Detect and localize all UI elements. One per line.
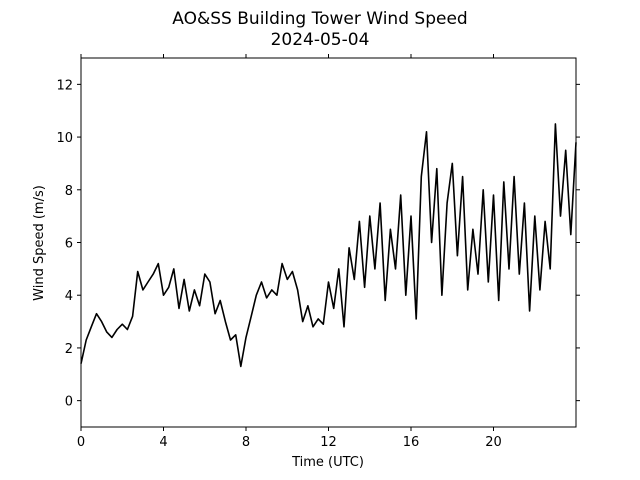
x-tick-label: 8	[242, 435, 250, 450]
plot-frame	[80, 57, 577, 428]
y-axis-label: Wind Speed (m/s)	[32, 185, 47, 301]
x-tick-label: 16	[403, 435, 420, 450]
x-tick-label: 20	[485, 435, 502, 450]
y-tick-label: 4	[65, 289, 73, 304]
y-tick-label: 8	[65, 184, 73, 199]
chart-title: AO&SS Building Tower Wind Speed	[172, 9, 467, 29]
chart-subtitle: 2024-05-04	[271, 30, 370, 50]
data-line	[80, 123, 577, 368]
x-tick-label: 0	[77, 435, 85, 450]
x-axis-label: Time (UTC)	[291, 455, 364, 470]
x-tick-label: 4	[159, 435, 167, 450]
y-tick-label: 2	[65, 342, 73, 357]
y-tick-label: 6	[65, 237, 73, 252]
y-tick-label: 0	[65, 395, 73, 410]
x-tick-label: 12	[320, 435, 337, 450]
y-tick-label: 10	[56, 131, 73, 146]
y-tick-label: 12	[56, 78, 73, 93]
